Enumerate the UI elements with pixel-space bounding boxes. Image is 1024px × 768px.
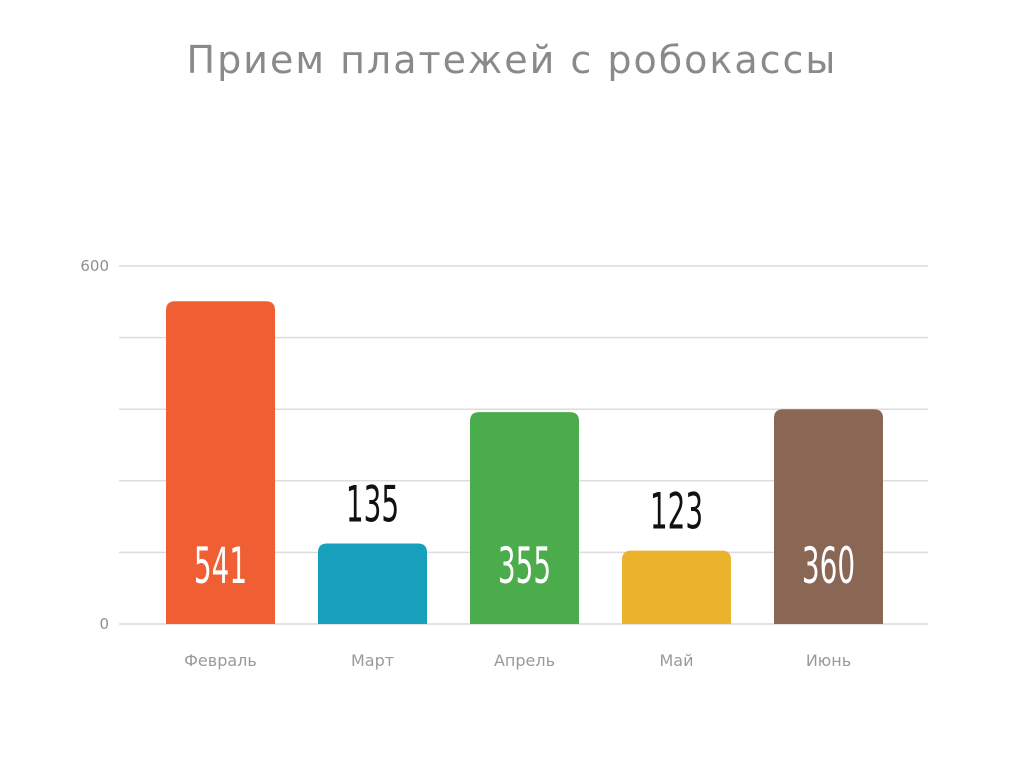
category-label: Апрель xyxy=(494,651,555,670)
category-label: Июнь xyxy=(806,651,851,670)
bar-Февраль xyxy=(166,301,275,624)
data-label: 360 xyxy=(802,536,855,595)
data-label: 123 xyxy=(650,482,703,541)
bar-Май xyxy=(622,550,731,624)
category-label: Февраль xyxy=(184,651,257,670)
bar-Март xyxy=(318,543,427,624)
data-label: 355 xyxy=(498,536,551,595)
chart-title: Прием платежей с робокассы xyxy=(186,38,838,82)
bars: 541 135 355 123 360 xyxy=(166,301,883,624)
category-label: Март xyxy=(351,651,394,670)
data-label: 541 xyxy=(194,536,247,595)
bar-Апрель xyxy=(470,412,579,624)
category-label: Май xyxy=(659,651,693,670)
data-label: 135 xyxy=(346,475,399,534)
bar-Июнь xyxy=(774,409,883,624)
x-axis-labels: Февраль Март Апрель Май Июнь xyxy=(184,651,851,670)
y-axis-ticks: 600 0 xyxy=(80,257,109,633)
y-tick-label: 0 xyxy=(99,615,109,633)
y-tick-label: 600 xyxy=(80,257,109,275)
